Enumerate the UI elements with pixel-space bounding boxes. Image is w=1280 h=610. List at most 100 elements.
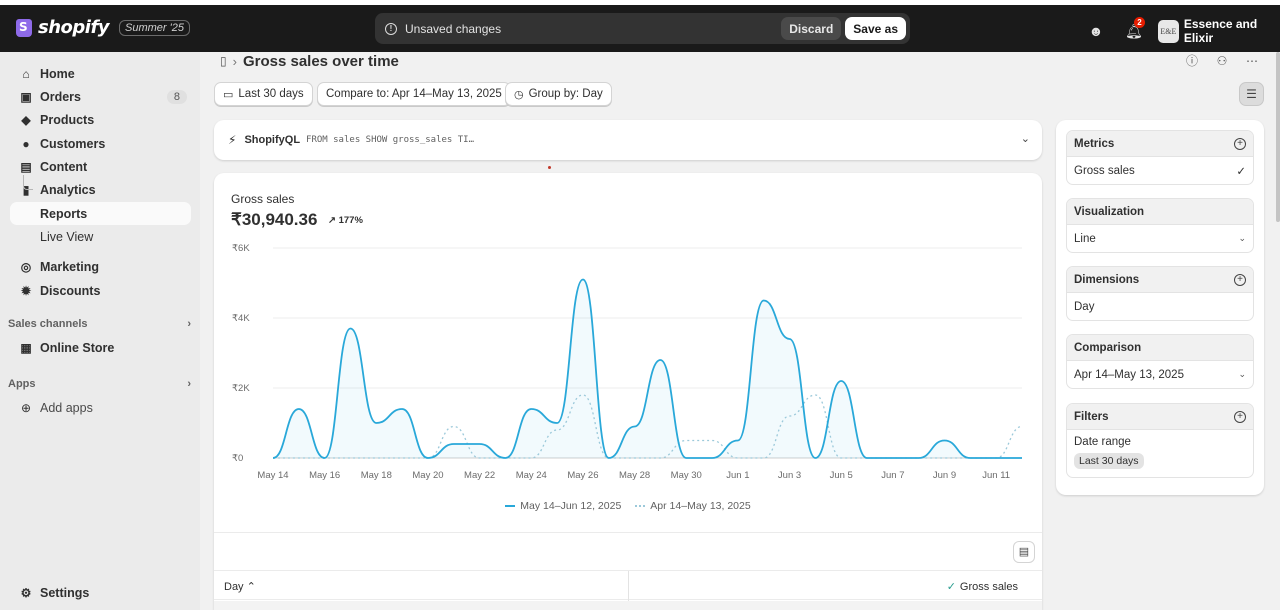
sidebar-item-customers[interactable]: ● Customers bbox=[10, 132, 191, 155]
x-tick-label: May 18 bbox=[361, 470, 392, 481]
sidebar-item-label: Products bbox=[40, 112, 95, 127]
top-bar: shopify Summer '25 ! Unsaved changes Dis… bbox=[0, 0, 1280, 52]
chevron-down-icon[interactable]: ⌄ bbox=[1020, 133, 1030, 145]
filter-value-pill[interactable]: Last 30 days bbox=[1074, 453, 1144, 469]
tree-connector bbox=[23, 175, 33, 190]
sidebar-item-reports[interactable]: Reports bbox=[10, 202, 191, 225]
sidebar-item-content[interactable]: ▤ Content bbox=[10, 155, 191, 178]
shopifyql-query: FROM sales SHOW gross_sales TI… bbox=[306, 135, 475, 145]
x-tick-label: May 24 bbox=[516, 470, 547, 481]
x-tick-label: May 14 bbox=[257, 470, 288, 481]
chevron-down-icon: ⌄ bbox=[1238, 369, 1246, 379]
sidebar: ⌂ Home ▣ Orders 8 ◆ Products ● Customers ▤ Co… bbox=[0, 52, 200, 610]
sidebar-item-home[interactable]: ⌂ Home bbox=[10, 62, 191, 85]
solid-line-swatch bbox=[505, 505, 516, 508]
store-name: Essence and Elixir bbox=[1183, 17, 1258, 45]
sidebar-item-label: Live View bbox=[40, 229, 94, 244]
sidebar-item-orders[interactable]: ▣ Orders 8 bbox=[10, 85, 191, 108]
x-tick-label: Jun 1 bbox=[726, 470, 749, 481]
save-as-button[interactable]: Save as bbox=[845, 17, 906, 40]
table-view-icon[interactable]: ▤ bbox=[1013, 541, 1035, 563]
series-area-fill bbox=[273, 279, 1022, 458]
shopify-logo[interactable]: shopify Summer '25 bbox=[16, 17, 190, 38]
page-title: Gross sales over time bbox=[242, 52, 399, 70]
discard-button[interactable]: Discard bbox=[781, 17, 842, 40]
apps-heading[interactable]: Apps › bbox=[8, 378, 191, 390]
sidekick-icon[interactable]: ☻ bbox=[1088, 23, 1104, 39]
group-by-label: Group by: Day bbox=[528, 88, 603, 100]
comparison-value: Apr 14–May 13, 2025 bbox=[1074, 368, 1184, 381]
collaborate-icon[interactable]: ⚇ bbox=[1216, 54, 1228, 68]
arrow-up-right-icon: ↗ bbox=[328, 215, 339, 226]
section-label: Apps bbox=[8, 378, 36, 390]
sidebar-item-label: Settings bbox=[40, 585, 90, 600]
report-icon[interactable]: ▯ bbox=[220, 54, 227, 68]
filter-item[interactable]: Date range Last 30 days bbox=[1067, 430, 1253, 477]
store-menu[interactable]: E&E Essence and Elixir bbox=[1158, 17, 1280, 45]
calendar-clock-icon: ◷ bbox=[514, 88, 524, 101]
shopifyql-editor[interactable]: ⚡︎ ShopifyQL FROM sales SHOW gross_sales… bbox=[214, 120, 1042, 160]
sidebar-item-live-view[interactable]: Live View bbox=[10, 225, 191, 248]
sidebar-item-discounts[interactable]: ✹ Discounts bbox=[10, 279, 191, 302]
dimension-item[interactable]: Day bbox=[1067, 293, 1253, 320]
x-tick-label: May 30 bbox=[671, 470, 702, 481]
add-filter-icon[interactable]: + bbox=[1234, 410, 1246, 423]
chart-card: Gross sales ₹30,940.36 ↗ 177% ₹0 ₹2K ₹4K ₹6… bbox=[214, 173, 1042, 610]
x-tick-label: May 22 bbox=[464, 470, 495, 481]
x-tick-label: May 26 bbox=[567, 470, 598, 481]
x-tick-label: May 20 bbox=[412, 470, 443, 481]
sidebar-item-label: Customers bbox=[40, 136, 106, 151]
sidebar-item-online-store[interactable]: ▦ Online Store bbox=[10, 336, 191, 359]
y-tick-label: ₹2K bbox=[232, 383, 250, 394]
add-metric-icon[interactable]: + bbox=[1234, 137, 1246, 150]
sidebar-item-settings[interactable]: ⚙ Settings bbox=[10, 581, 191, 604]
scrollbar[interactable] bbox=[1276, 52, 1280, 222]
section-label: Sales channels bbox=[8, 318, 88, 330]
group-by-button[interactable]: ◷ Group by: Day bbox=[505, 82, 612, 106]
comparison-section: Comparison Apr 14–May 13, 2025 ⌄ bbox=[1066, 334, 1254, 389]
sidebar-item-products[interactable]: ◆ Products bbox=[10, 108, 191, 131]
sales-channels-heading[interactable]: Sales channels › bbox=[8, 318, 191, 330]
sidebar-item-add-apps[interactable]: ⊕ Add apps bbox=[10, 396, 191, 419]
target-icon: ◎ bbox=[20, 259, 32, 274]
date-range-button[interactable]: ▭ Last 30 days bbox=[214, 82, 313, 106]
breadcrumb-separator: › bbox=[232, 53, 237, 69]
line-chart[interactable]: ₹0 ₹2K ₹4K ₹6K May 14 May 16 May 18 May 20 May 2… bbox=[214, 233, 1042, 553]
add-dimension-icon[interactable]: + bbox=[1234, 273, 1246, 286]
check-icon: ✓ bbox=[946, 581, 956, 593]
sliders-icon[interactable]: ☰ bbox=[1239, 82, 1264, 106]
x-tick-label: Jun 5 bbox=[830, 470, 853, 481]
metric-name: Gross sales bbox=[231, 192, 295, 206]
visualization-select[interactable]: Line ⌄ bbox=[1067, 225, 1253, 252]
table-row bbox=[214, 601, 1042, 610]
person-icon: ● bbox=[22, 136, 30, 151]
legend-label: Apr 14–May 13, 2025 bbox=[650, 500, 751, 512]
day-column-header[interactable]: Day ⌃ bbox=[224, 580, 256, 593]
sidebar-item-label: Online Store bbox=[40, 340, 115, 355]
content-icon: ▤ bbox=[20, 159, 32, 174]
compare-to-button[interactable]: Compare to: Apr 14–May 13, 2025 bbox=[317, 82, 511, 106]
legend-item-comparison[interactable]: Apr 14–May 13, 2025 bbox=[635, 500, 751, 512]
sidebar-item-analytics[interactable]: ▮ Analytics bbox=[10, 178, 191, 201]
sidebar-item-label: Analytics bbox=[40, 182, 96, 197]
edition-badge: Summer '25 bbox=[119, 19, 190, 36]
filter-name: Date range bbox=[1074, 436, 1131, 448]
column-label: Day bbox=[224, 581, 244, 593]
more-actions-icon[interactable]: ⋯ bbox=[1246, 54, 1258, 68]
x-tick-label: Jun 11 bbox=[982, 470, 1010, 481]
metric-item[interactable]: Gross sales ✓ bbox=[1067, 157, 1253, 184]
info-icon[interactable]: ⓘ bbox=[1185, 54, 1198, 68]
sidebar-item-marketing[interactable]: ◎ Marketing bbox=[10, 255, 191, 278]
compare-to-label: Compare to: Apr 14–May 13, 2025 bbox=[326, 88, 502, 100]
visualization-section: Visualization Line ⌄ bbox=[1066, 198, 1254, 253]
sidebar-item-label: Orders bbox=[40, 89, 81, 104]
legend-item-current[interactable]: May 14–Jun 12, 2025 bbox=[505, 500, 621, 512]
divider bbox=[214, 532, 1042, 533]
metric-change-value: 177% bbox=[338, 215, 363, 226]
breadcrumb: ▯ › Gross sales over time bbox=[220, 52, 399, 70]
unsaved-message: Unsaved changes bbox=[405, 21, 502, 36]
gross-sales-column-header[interactable]: ✓ Gross sales bbox=[947, 580, 1018, 593]
comparison-select[interactable]: Apr 14–May 13, 2025 ⌄ bbox=[1067, 361, 1253, 388]
main-content: ▯ › Gross sales over time ⓘ ⚇ ⋯ ▭ Last 30… bbox=[200, 52, 1280, 610]
sidebar-item-label: Home bbox=[40, 66, 75, 81]
